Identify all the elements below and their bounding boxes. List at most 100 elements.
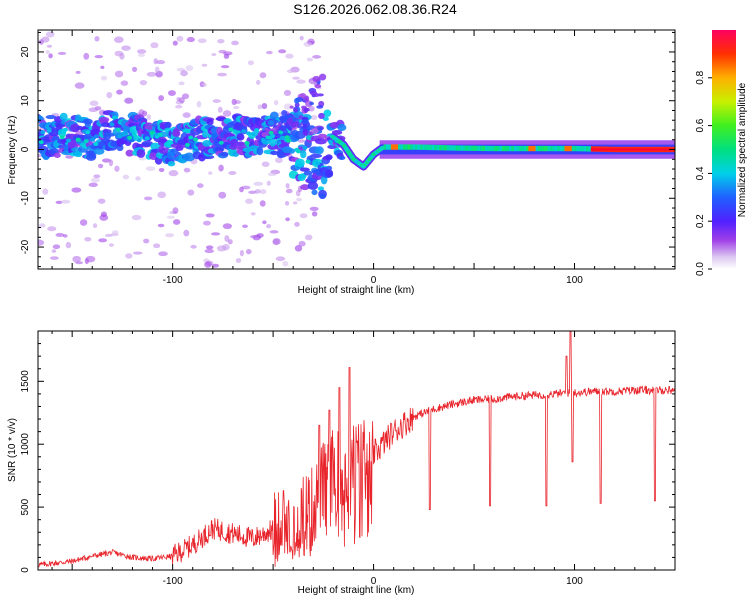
spectrogram-cell: [325, 165, 333, 171]
spectrogram-cell: [38, 239, 45, 246]
spectrogram-cell: [552, 145, 556, 152]
spectrogram-cell: [38, 153, 43, 158]
spectrogram-cell: [89, 100, 99, 107]
spectrogram-cell: [74, 150, 83, 158]
spectrogram-cell: [158, 251, 168, 257]
spectrogram-cell: [204, 261, 212, 268]
spectrogram-cell: [261, 102, 268, 110]
spectrogram-cell: [477, 145, 481, 152]
spectrogram-cell: [256, 79, 261, 85]
spectrogram-cell: [88, 152, 97, 159]
spectrogram-cell: [309, 101, 315, 106]
snr-y-label: SNR (10 * v/v): [7, 418, 18, 482]
spectrogram-cell: [244, 140, 250, 145]
spectrogram-cell: [492, 145, 495, 152]
spectrogram-cell: [516, 145, 519, 152]
spectrogram-cell: [114, 50, 124, 57]
spectrogram-cell: [102, 129, 112, 134]
spectrogram-cell: [75, 70, 81, 74]
spectrogram-cell: [187, 189, 195, 196]
spectrogram-cell: [74, 82, 85, 89]
spectrogram-cell: [586, 146, 589, 152]
spectrogram-cell: [294, 244, 303, 252]
spectrogram-cell: [256, 146, 264, 156]
spectrogram-cell: [196, 100, 202, 108]
spectrogram-cell: [104, 132, 117, 137]
spectrogram-cell: [193, 137, 199, 142]
spectrogram-cell: [303, 41, 313, 47]
spectrogram-cell: [149, 130, 155, 135]
spectrogram-cell: [576, 145, 580, 152]
spectrogram-cell: [122, 174, 130, 180]
spectrogram-cell: [85, 255, 96, 263]
spectrogram-cell: [312, 55, 322, 59]
snr-x-tick-label: -100: [163, 576, 183, 587]
spectrogram-cell: [537, 145, 541, 152]
spectrogram-cell: [398, 144, 401, 150]
spectrogram-cell: [125, 149, 134, 157]
spectrogram-cell: [46, 128, 52, 133]
spectrogram-cell: [305, 159, 311, 164]
spectrogram-cell: [42, 188, 49, 195]
spectrogram-cell: [314, 84, 322, 89]
spectrogram-y-tick-label: 0: [20, 146, 31, 152]
spectrogram-cell: [259, 72, 267, 79]
spectrogram-cell: [300, 105, 307, 109]
spectrogram-cell: [188, 135, 194, 140]
spectrogram-cell: [241, 185, 251, 190]
spectrogram-cell: [233, 106, 240, 110]
spectrogram-cell: [250, 212, 256, 216]
spectrogram-cell: [236, 133, 245, 141]
spectrogram-cell: [299, 213, 308, 219]
spectrogram-cell: [143, 196, 153, 201]
spectrogram-cell: [304, 108, 310, 112]
spectrogram-cell: [218, 191, 227, 199]
spectrogram-cell: [550, 145, 553, 152]
spectrogram-cell: [166, 150, 176, 160]
spectrogram-cell: [38, 140, 44, 145]
spectrogram-cell: [309, 90, 318, 96]
spectrogram-cell: [97, 198, 106, 204]
spectrogram-cell: [50, 256, 59, 260]
spectrogram-cell: [315, 161, 321, 166]
spectrogram-cell: [206, 118, 214, 126]
spectrogram-cell: [533, 145, 536, 152]
spectrogram-cell: [172, 207, 179, 214]
spectrogram-cell: [578, 145, 582, 152]
spectrogram-cell: [93, 142, 99, 147]
spectrogram-cell: [138, 157, 146, 161]
spectrogram-cell: [261, 132, 269, 138]
spectrogram-cell: [197, 183, 204, 188]
spectrogram-cell: [266, 223, 272, 229]
spectrogram-cell: [284, 201, 290, 206]
snr-x-tick-label: 100: [566, 576, 583, 587]
spectrogram-cell: [286, 138, 292, 143]
spectrogram-cell: [530, 145, 534, 152]
spectrogram-cell: [53, 152, 61, 158]
spectrogram-cell: [294, 221, 300, 227]
spectrogram-cell: [156, 59, 166, 65]
spectrogram-cell: [296, 197, 302, 202]
spectrogram-cell: [178, 97, 185, 104]
spectrogram-y-tick-label: 10: [20, 95, 31, 107]
spectrogram-cell: [145, 166, 156, 172]
snr-frame: [37, 330, 676, 571]
spectrogram-cell: [317, 126, 324, 131]
spectrogram-cell: [66, 138, 72, 143]
spectrogram-cell: [297, 139, 306, 143]
colorbar-label: Normalized spectral amplitude: [737, 82, 748, 217]
spectrogram-cell: [261, 161, 270, 167]
spectrogram-cell: [296, 125, 305, 129]
spectrogram-cell: [278, 130, 284, 135]
spectrogram-cell: [114, 70, 124, 78]
spectrogram-cell: [286, 69, 294, 74]
snr-y-tick-label: 1000: [20, 433, 31, 456]
spectrogram-cell: [284, 122, 290, 129]
spectrogram-cell: [172, 219, 181, 225]
spectrogram-cell: [448, 145, 452, 151]
spectrogram-cell: [468, 145, 471, 151]
spectrogram-cell: [132, 66, 138, 73]
spectrogram-cell: [113, 36, 124, 43]
spectrogram-cell: [557, 145, 560, 152]
